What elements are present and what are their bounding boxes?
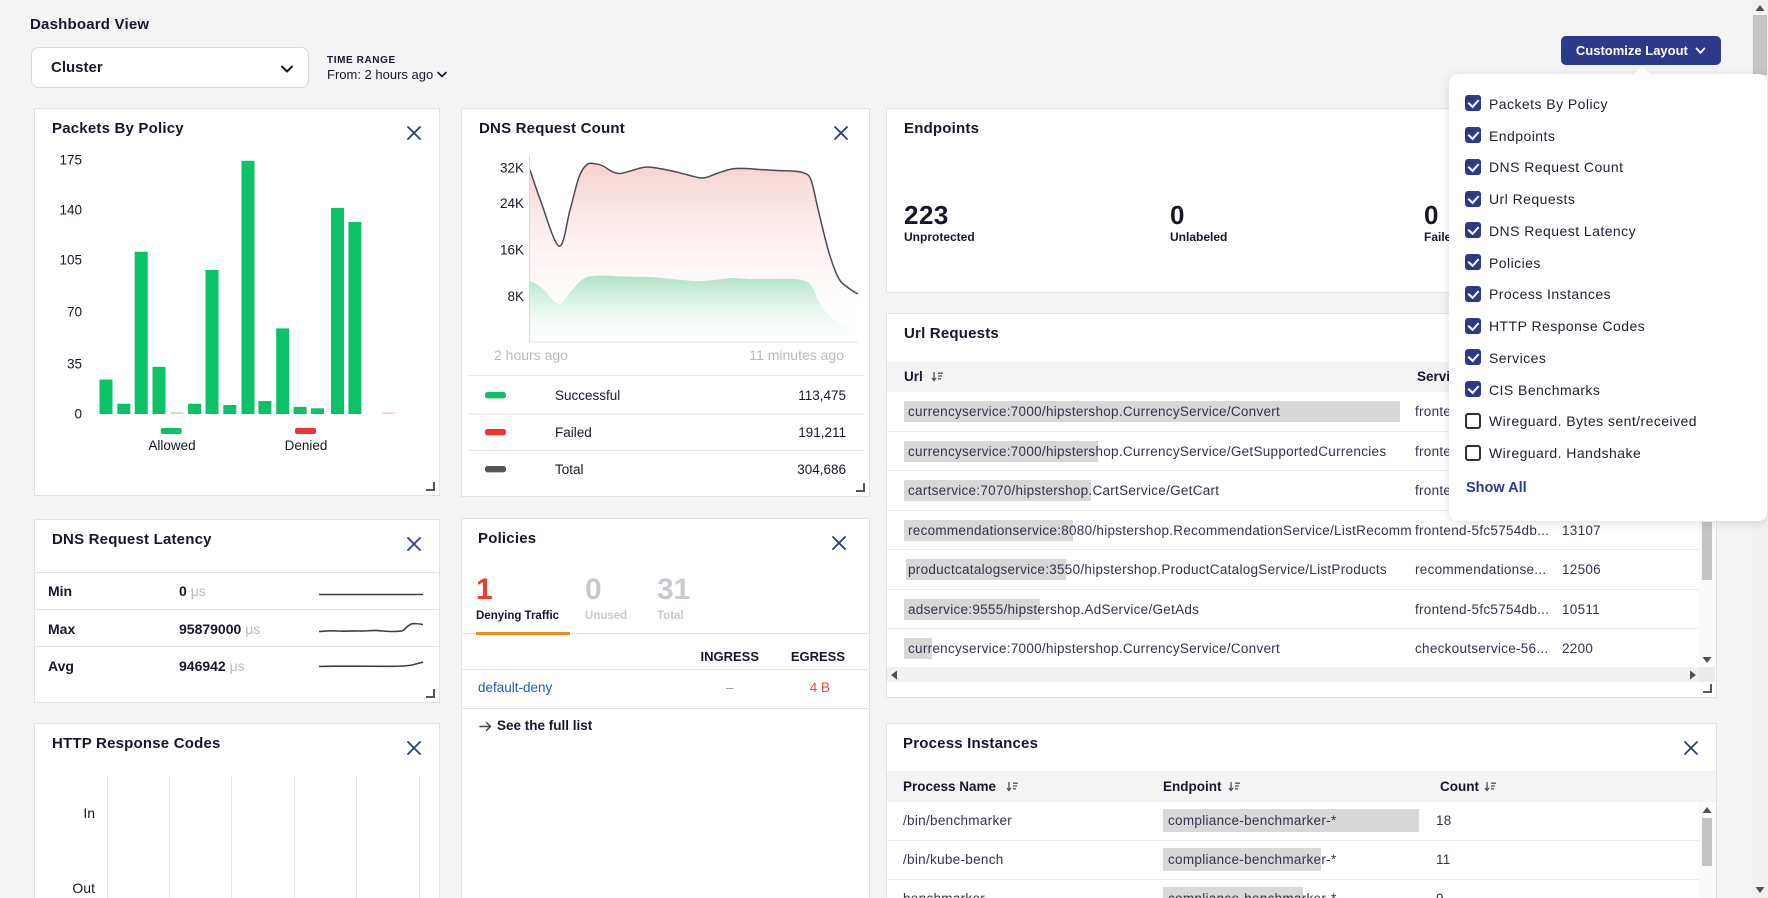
svg-text:191,211: 191,211: [798, 425, 846, 440]
svg-text:Allowed: Allowed: [148, 438, 195, 453]
svg-text:Successful: Successful: [555, 388, 620, 403]
svg-text:105: 105: [59, 253, 82, 268]
svg-text:8K: 8K: [507, 289, 524, 304]
svg-text:Failed: Failed: [555, 425, 592, 440]
svg-text:113,475: 113,475: [798, 388, 846, 403]
svg-text:24K: 24K: [500, 196, 524, 211]
svg-text:In: In: [83, 805, 95, 821]
svg-text:2 hours ago: 2 hours ago: [494, 347, 568, 363]
svg-text:304,686: 304,686: [797, 462, 846, 477]
svg-text:32K: 32K: [500, 161, 524, 176]
svg-text:11 minutes ago: 11 minutes ago: [749, 347, 844, 363]
svg-text:140: 140: [59, 203, 82, 218]
svg-text:16K: 16K: [500, 243, 524, 258]
svg-text:Out: Out: [72, 880, 95, 896]
svg-text:0: 0: [74, 407, 82, 422]
svg-text:70: 70: [67, 305, 82, 320]
svg-text:Denied: Denied: [285, 438, 328, 453]
svg-text:35: 35: [67, 357, 82, 372]
svg-text:Total: Total: [555, 462, 584, 477]
svg-text:175: 175: [59, 153, 82, 168]
